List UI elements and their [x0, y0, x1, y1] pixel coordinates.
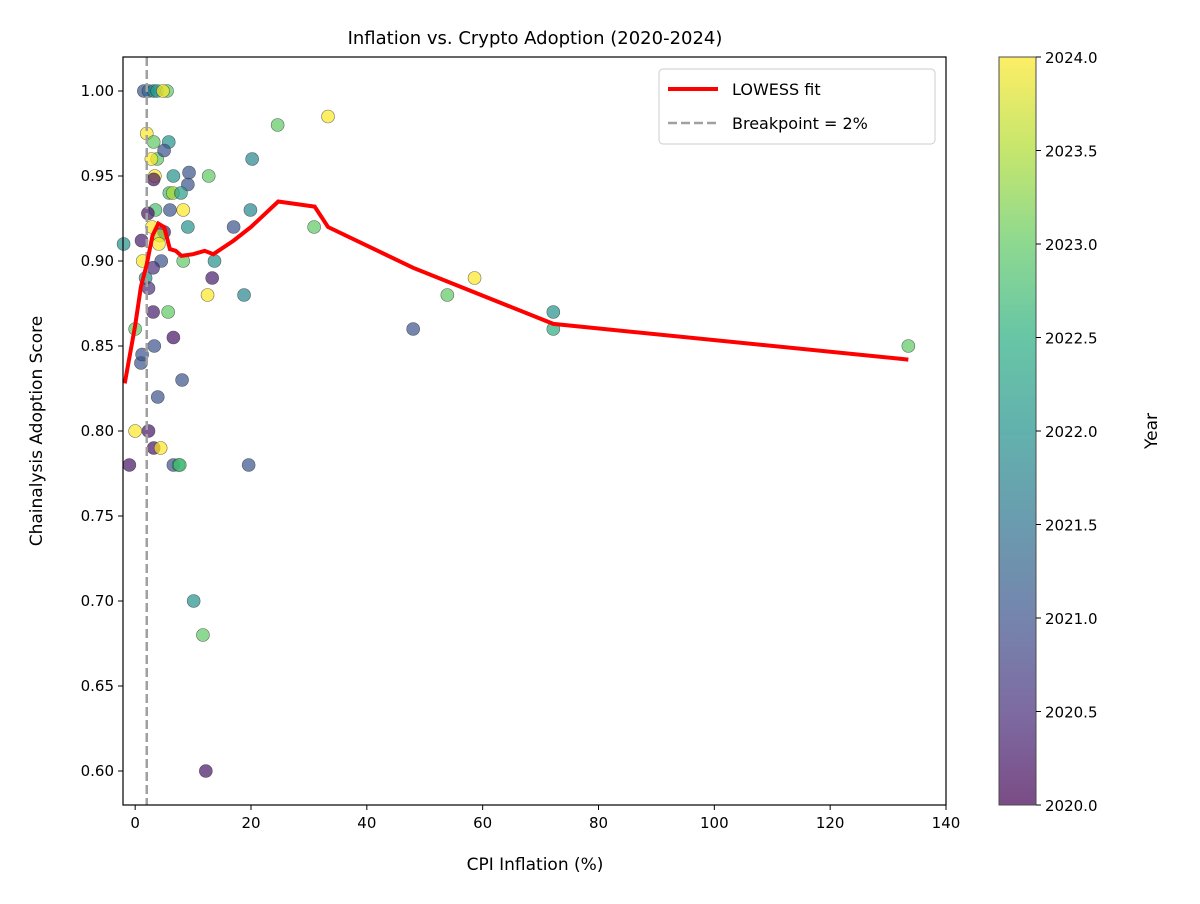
- data-point: [207, 254, 222, 268]
- data-point: [181, 220, 195, 234]
- chart-title: Inflation vs. Crypto Adoption (2020-2024…: [348, 28, 723, 49]
- x-tick-label: 60: [473, 814, 492, 832]
- data-point: [166, 169, 181, 183]
- data-point: [321, 109, 335, 124]
- points-layer: [116, 84, 916, 778]
- data-point: [135, 347, 149, 362]
- y-tick-label: 0.75: [81, 507, 114, 525]
- data-point: [134, 233, 149, 248]
- data-point: [157, 143, 171, 158]
- x-axis-label: CPI Inflation (%): [467, 855, 604, 875]
- y-ticks: 0.60 0.65 0.70 0.75 0.80 0.85 0.90 0.95 1.00: [81, 82, 123, 780]
- colorbar-tick-label: 2024.0: [1045, 49, 1098, 67]
- data-point: [307, 220, 321, 234]
- x-tick-label: 120: [816, 814, 845, 832]
- data-point: [122, 458, 137, 472]
- colorbar-ticks: 2020.0 2020.5 2021.0 2021.5 2022.0 2022.5 2023…: [1036, 49, 1098, 815]
- data-point: [901, 339, 916, 353]
- data-point: [156, 84, 170, 98]
- data-point: [146, 172, 161, 187]
- data-point: [150, 390, 165, 404]
- data-point: [141, 281, 156, 296]
- x-tick-label: 140: [932, 814, 961, 832]
- legend-lowess-label: LOWESS fit: [732, 80, 821, 99]
- data-point: [161, 305, 175, 319]
- data-point: [270, 118, 285, 132]
- data-point: [440, 288, 455, 302]
- data-point: [196, 628, 210, 642]
- colorbar-tick-label: 2023.0: [1045, 236, 1098, 254]
- y-tick-label: 0.65: [81, 677, 114, 695]
- data-point: [182, 165, 196, 180]
- data-point: [199, 764, 213, 778]
- x-tick-label: 40: [357, 814, 376, 832]
- x-tick-label: 80: [589, 814, 608, 832]
- data-point: [128, 424, 142, 438]
- colorbar-label: Year: [1142, 413, 1162, 450]
- legend-breakpoint-label: Breakpoint = 2%: [732, 114, 868, 133]
- x-tick-label: 100: [700, 814, 729, 832]
- data-point: [176, 203, 191, 217]
- y-tick-label: 0.70: [81, 592, 114, 610]
- x-tick-label: 0: [130, 814, 140, 832]
- y-tick-label: 0.85: [81, 337, 114, 355]
- y-tick-label: 0.95: [81, 167, 114, 185]
- colorbar-tick-label: 2022.0: [1045, 423, 1098, 441]
- colorbar-tick-label: 2022.5: [1045, 330, 1098, 348]
- data-point: [201, 169, 216, 183]
- data-point: [141, 424, 156, 438]
- data-point: [172, 458, 187, 472]
- data-point: [406, 322, 420, 336]
- data-point: [163, 203, 177, 217]
- data-point: [174, 186, 188, 200]
- colorbar-tick-label: 2021.5: [1045, 517, 1098, 535]
- data-point: [153, 441, 168, 455]
- data-point: [147, 339, 162, 353]
- colorbar-tick-label: 2020.0: [1045, 797, 1098, 815]
- data-point: [146, 305, 160, 319]
- legend: LOWESS fit Breakpoint = 2%: [658, 68, 936, 145]
- data-point: [205, 271, 219, 285]
- data-point: [467, 271, 482, 285]
- data-point: [245, 152, 259, 166]
- plot-frame: [122, 56, 947, 806]
- data-point: [241, 458, 256, 472]
- data-point: [237, 288, 251, 302]
- data-point: [226, 220, 241, 234]
- y-tick-label: 0.60: [81, 762, 114, 780]
- data-point: [166, 330, 181, 345]
- y-tick-label: 1.00: [81, 82, 114, 100]
- y-tick-label: 0.80: [81, 422, 114, 440]
- colorbar-tick-label: 2021.0: [1045, 610, 1098, 628]
- data-point: [546, 305, 561, 319]
- y-axis-label: Chainalysis Adoption Score: [27, 316, 47, 547]
- data-point: [243, 203, 258, 217]
- colorbar: [998, 56, 1037, 806]
- colorbar-tick-label: 2023.5: [1045, 143, 1098, 161]
- x-tick-label: 20: [241, 814, 260, 832]
- y-tick-label: 0.90: [81, 252, 114, 270]
- data-point: [144, 152, 159, 166]
- data-point: [186, 594, 201, 608]
- x-ticks: 0 20 40 60 80 100 120 140: [130, 805, 960, 832]
- data-point: [152, 237, 166, 251]
- data-point: [146, 135, 161, 149]
- colorbar-tick-label: 2020.5: [1045, 704, 1098, 722]
- data-point: [200, 288, 215, 302]
- lowess-line: [122, 199, 909, 384]
- data-point: [175, 373, 189, 387]
